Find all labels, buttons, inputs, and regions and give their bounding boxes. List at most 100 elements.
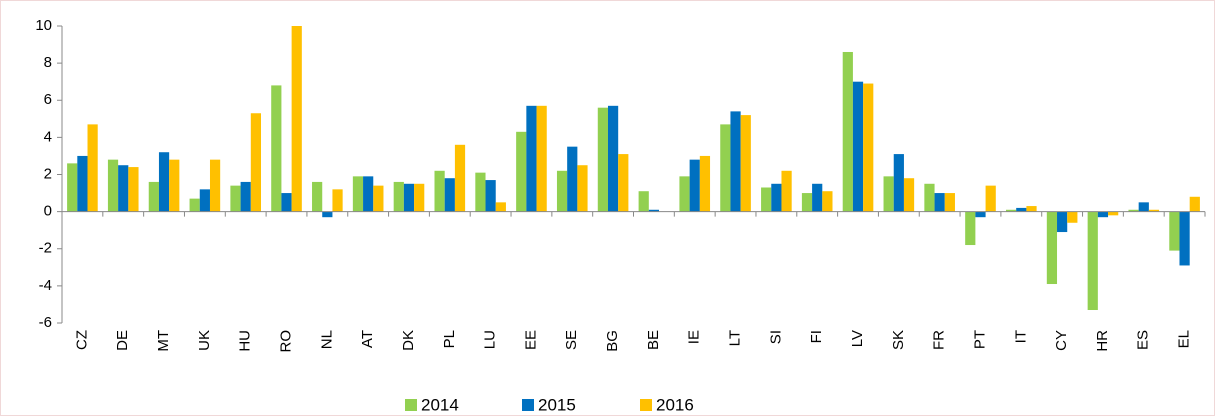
legend-label: 2016 [656,395,694,414]
bar [1148,209,1160,212]
x-tick-label: SI [767,330,784,344]
y-tick-label: 4 [44,128,52,145]
bar [281,193,292,212]
x-tick-label: HU [237,330,254,352]
x-tick-label: ES [1135,330,1152,350]
bar [169,159,180,212]
bar [454,144,466,212]
bar [526,105,537,212]
x-tick-label: AT [359,330,376,348]
bar [852,81,864,212]
bar [1067,211,1078,223]
y-tick-label: 6 [44,91,52,108]
bar [403,183,415,212]
bar [863,83,874,212]
bar [577,165,588,212]
bar [842,51,853,212]
x-tick-label: RO [277,330,294,353]
bar [189,198,200,212]
bar [1108,211,1119,216]
bar [883,176,894,212]
bar [312,181,323,212]
y-tick-label: 8 [44,54,52,71]
bar [1005,209,1017,212]
bar [1169,211,1180,251]
bar [291,26,302,212]
bar [199,189,210,212]
bar [924,183,935,212]
x-tick-label: FR [931,330,948,350]
bar [1087,211,1098,311]
bar [801,193,813,212]
bar [812,183,823,212]
x-tick-label: LT [727,330,744,346]
x-tick-label: UK [196,330,213,351]
bar [965,211,976,246]
y-tick-label: -2 [39,240,52,257]
legend-swatch [405,399,417,411]
bar [373,185,384,212]
bar [934,193,945,212]
x-tick-label: SK [890,330,907,350]
bar [434,170,445,212]
bar [158,152,170,212]
bar [322,211,333,218]
bar [893,154,904,212]
y-tick-label: -4 [39,277,52,294]
x-tick-label: IE [686,330,703,344]
bar [250,113,262,212]
x-tick-label: LV [849,330,866,347]
bar [87,124,98,212]
bar [393,181,404,212]
bar [761,187,772,212]
bar [1026,206,1037,212]
y-tick-label: -6 [39,314,52,331]
bar [536,105,547,212]
bar [730,111,741,212]
bar [107,159,119,212]
x-tick-label: HR [1094,330,1111,352]
bar [495,202,506,212]
bar [118,165,129,212]
x-tick-label: CY [1053,330,1070,351]
bar [414,183,425,212]
bar [689,159,700,212]
bar [485,180,496,212]
bar [1016,207,1027,212]
x-tick-label: DE [114,330,131,351]
y-tick-label: 10 [35,17,52,34]
bar [648,209,660,212]
bar [363,176,374,212]
legend-swatch [522,399,534,411]
bar [699,155,711,212]
bar [516,131,527,212]
bar [822,191,833,212]
x-tick-label: PL [441,330,458,348]
x-tick-label: LU [482,330,499,349]
bar [771,183,782,212]
bar [128,167,139,212]
x-tick-label: CZ [73,330,90,350]
bar [597,107,608,212]
x-tick-label: DK [400,330,417,351]
x-tick-label: BG [604,330,621,352]
bar [1046,211,1058,285]
x-tick-label: MT [155,330,172,352]
bar [1189,196,1200,212]
bar [985,185,996,212]
bar [444,178,455,212]
bar [352,176,364,212]
x-tick-label: NL [318,330,335,349]
bar [1138,202,1149,212]
bar [720,124,731,212]
bar [230,185,241,212]
bar [567,146,578,212]
x-tick-label: FI [808,330,825,343]
x-tick-label: BE [645,330,662,350]
bar [944,193,955,212]
bar [607,105,619,212]
legend-label: 2015 [538,395,576,414]
bar [638,191,649,212]
